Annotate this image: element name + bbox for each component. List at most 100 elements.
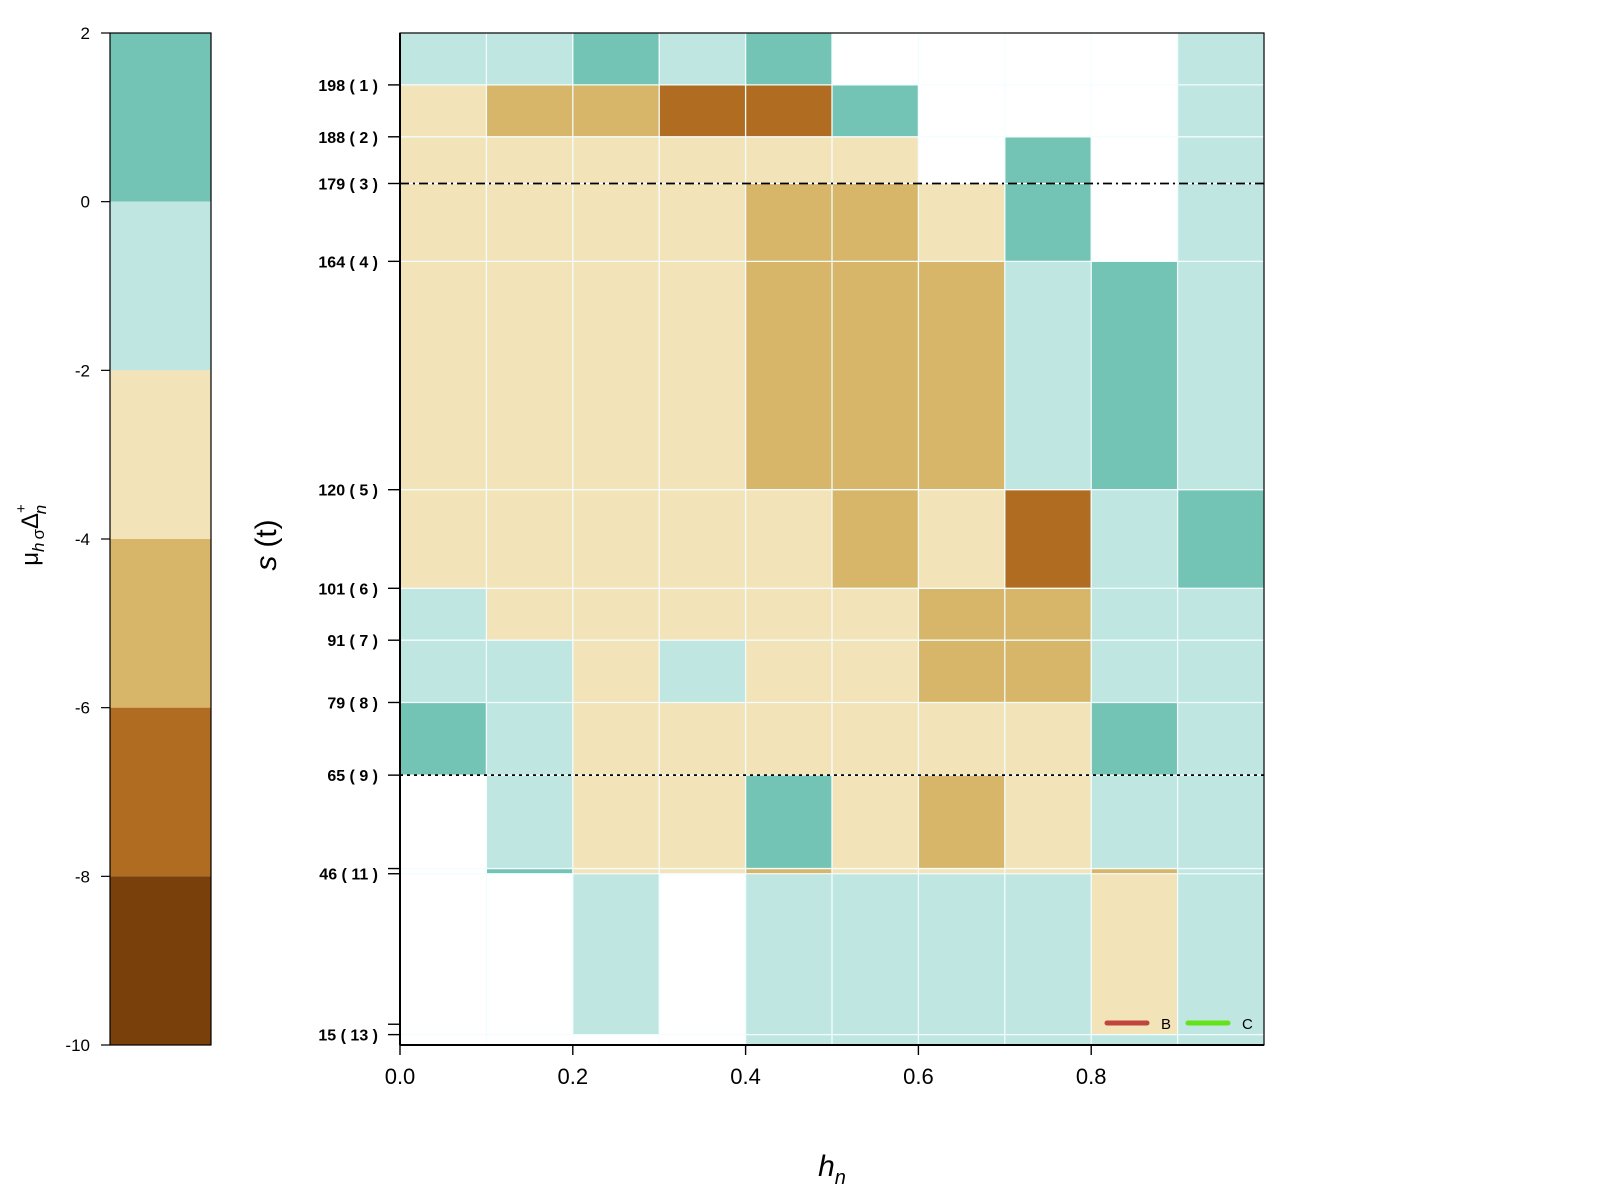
- heatmap-cell: [1177, 775, 1264, 869]
- heatmap-cell: [400, 588, 487, 641]
- heatmap-cell: [486, 588, 573, 641]
- heatmap-cell: [918, 873, 1005, 1035]
- colorbar-tick-label: -8: [75, 867, 90, 886]
- y-tick-label: 179 ( 3 ): [318, 177, 378, 194]
- colorbar-ticks: 2 0 -2 -4 -6 -8 -10: [65, 24, 110, 1055]
- heatmap-cell: [918, 640, 1005, 703]
- heatmap-cell: [1091, 640, 1178, 703]
- heatmap-cell: [659, 775, 746, 869]
- heatmap-cell: [572, 868, 660, 874]
- heatmap-cell: [1091, 1034, 1178, 1045]
- heatmap-cell: [832, 868, 919, 874]
- heatmap-cell: [572, 84, 660, 137]
- heatmap-cell: [832, 702, 919, 776]
- heatmap-cell: [400, 136, 487, 184]
- heatmap-cell: [572, 873, 660, 1035]
- heatmap-cell: [832, 84, 919, 137]
- heatmap-cell: [1004, 489, 1092, 589]
- heatmap-cell: [659, 588, 746, 641]
- heatmap-cell: [486, 868, 573, 874]
- y-tick-label: 15 ( 13 ): [318, 1028, 378, 1045]
- legend-label: B: [1161, 1016, 1171, 1033]
- heatmap-cell: [1177, 183, 1264, 262]
- heatmap-cell: [1091, 588, 1178, 641]
- heatmap-cell: [572, 702, 660, 776]
- heatmap-cell: [745, 33, 832, 85]
- colorbar-segment: [110, 370, 211, 539]
- heatmap-cell: [400, 489, 487, 589]
- heatmap-cell: [918, 588, 1005, 641]
- heatmap-cell: [486, 702, 573, 776]
- heatmap-cell: [832, 261, 919, 490]
- heatmap-cell: [1177, 84, 1264, 137]
- colorbar-label: μhσΔ+n: [13, 504, 50, 566]
- heatmap-cell: [572, 136, 660, 184]
- heatmap-cell: [918, 489, 1005, 589]
- heatmap-cell: [832, 136, 919, 184]
- heatmap-cell: [832, 1034, 919, 1045]
- heatmap-cell: [659, 33, 746, 85]
- heatmap-cell: [745, 868, 832, 874]
- x-tick-label: 0.8: [1076, 1064, 1107, 1089]
- heatmap-cell: [1091, 775, 1178, 869]
- heatmap-cell: [572, 489, 660, 589]
- heatmap-cell: [1091, 489, 1178, 589]
- colorbar-tick-label: -2: [75, 361, 90, 380]
- heatmap-cell: [400, 702, 487, 776]
- y-tick-label: 101 ( 6 ): [318, 581, 378, 598]
- axes: [399, 32, 1265, 1046]
- reference-lines: [400, 182, 1264, 777]
- x-tick-label: 0.4: [730, 1064, 761, 1089]
- heatmap-cell: [1004, 136, 1092, 184]
- y-tick-label: 164 ( 4 ): [318, 254, 378, 271]
- heatmap-cell: [1177, 489, 1264, 589]
- heatmap-cell: [659, 868, 746, 874]
- heatmap-cell: [918, 261, 1005, 490]
- colorbar-tick-label: 2: [81, 24, 90, 43]
- heatmap-cell: [1091, 261, 1178, 490]
- y-axis-title: s(t): [250, 519, 283, 570]
- heatmap-cell: [745, 183, 832, 262]
- heatmap-cell: [659, 136, 746, 184]
- heatmap-cell: [1177, 33, 1264, 85]
- heatmap-cell: [1177, 1034, 1264, 1045]
- colorbar-segment: [110, 539, 211, 708]
- heatmap-cell: [659, 489, 746, 589]
- colorbar: 2 0 -2 -4 -6 -8 -10 μhσΔ+n: [13, 24, 212, 1055]
- heatmap-cell: [486, 489, 573, 589]
- heatmap-cell: [918, 1034, 1005, 1045]
- heatmap-cell: [1091, 702, 1178, 776]
- heatmap-cell: [832, 775, 919, 869]
- heatmap-cell: [1004, 868, 1092, 874]
- heatmap-cell: [572, 775, 660, 869]
- heatmap-cell: [745, 136, 832, 184]
- heatmap-cell: [745, 873, 832, 1035]
- heatmap-cell: [659, 183, 746, 262]
- heatmap-cell: [486, 84, 573, 137]
- x-tick-label: 0.0: [385, 1064, 416, 1089]
- colorbar-segment: [110, 201, 211, 371]
- colorbar-segment: [110, 33, 211, 202]
- heatmap-cell: [572, 588, 660, 641]
- heatmap-cell: [918, 775, 1005, 869]
- heatmap-cell: [745, 261, 832, 490]
- heatmap-cell: [832, 489, 919, 589]
- colorbar-segments: [110, 33, 211, 1045]
- x-axis-ticks: 0.0 0.2 0.4 0.6 0.8: [385, 1045, 1107, 1089]
- heatmap-cell: [486, 183, 573, 262]
- heatmap-cell: [745, 775, 832, 869]
- heatmap-cell: [1177, 588, 1264, 641]
- heatmap-cell: [832, 183, 919, 262]
- y-tick-label: 65 ( 9 ): [327, 768, 378, 785]
- heatmap-cell: [1177, 868, 1264, 874]
- heatmap-cell: [1004, 1034, 1092, 1045]
- y-tick-label: 120 ( 5 ): [318, 483, 378, 500]
- heatmap-cell: [400, 183, 487, 262]
- y-tick-label: 46 ( 11 ): [319, 867, 378, 884]
- heatmap-cell: [1004, 640, 1092, 703]
- heatmap-cell: [1004, 702, 1092, 776]
- heatmap-cell: [486, 261, 573, 490]
- heatmap-plot: 198 ( 1 ) 188 ( 2 ) 179 ( 3 ) 164 ( 4 ) 120 …: [250, 32, 1265, 1189]
- x-tick-label: 0.6: [903, 1064, 934, 1089]
- heatmap-cell: [832, 588, 919, 641]
